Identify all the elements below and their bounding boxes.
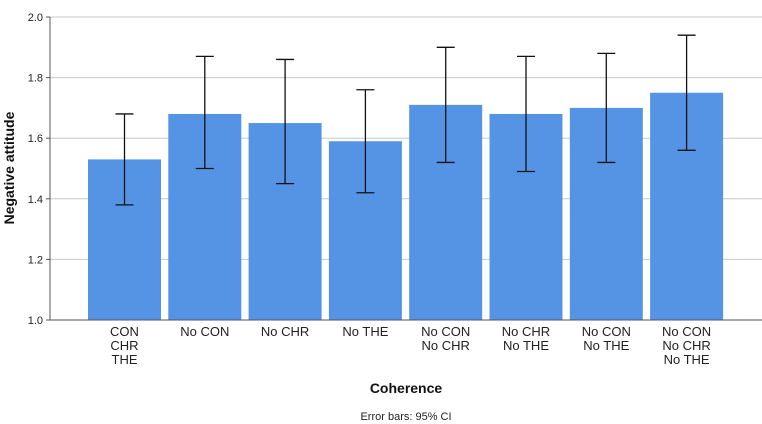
error-bar [356,89,375,194]
error-bar [436,46,455,164]
y-tick-label: 1.0 [28,315,43,327]
y-tick-label: 1.2 [28,254,43,266]
x-tick-label: No CHR [261,324,309,339]
error-bar [276,58,295,185]
y-tick-label: 1.6 [28,133,43,145]
error-bar [115,113,134,206]
error-bars [115,34,696,206]
x-tick-label-line: No THE [342,324,388,339]
error-bar [517,55,535,173]
y-tick-label: 1.4 [28,194,43,206]
y-tick-label: 1.8 [28,73,43,85]
x-tick-label-line: No CON [421,324,470,339]
x-tick-label-line: No THE [583,338,629,353]
bars [88,92,724,321]
x-tick-label: No CON [180,324,229,339]
x-tick-label-line: No CON [582,324,631,339]
error-bar [597,52,616,164]
x-tick-label-line: No CHR [261,324,309,339]
error-bars-note: Error bars: 95% CI [360,411,451,423]
x-tick-label: No CON No THE [582,324,631,353]
x-tick-label: No CON No CHR [421,324,470,353]
x-tick-label-line: No THE [503,338,549,353]
x-tick-label-line: No CHR [421,338,469,353]
x-tick-label-line: No CHR [662,338,710,353]
x-tick-label-line: No THE [664,352,710,367]
y-tick-labels: 1.0 1.2 1.4 1.6 1.8 2.0 [28,12,50,327]
error-bar [677,34,696,151]
x-tick-label: No THE [342,324,388,339]
x-tick-label-line: CON [110,324,139,339]
error-bar [195,55,214,170]
x-tick-label: No CHR No THE [502,324,550,353]
x-tick-label: CON CHR THE [110,324,139,367]
x-axis-title: Coherence [370,380,443,396]
y-axis-title: Negative attitude [1,111,17,224]
y-tick-label: 2.0 [28,12,43,24]
x-tick-label-line: No CON [662,324,711,339]
x-tick-label-line: No CHR [502,324,550,339]
x-tick-label-line: No CON [180,324,229,339]
x-tick-label-line: CHR [110,338,138,353]
x-tick-label: No CON No CHR No THE [662,324,711,367]
x-tick-label-line: THE [112,352,138,367]
